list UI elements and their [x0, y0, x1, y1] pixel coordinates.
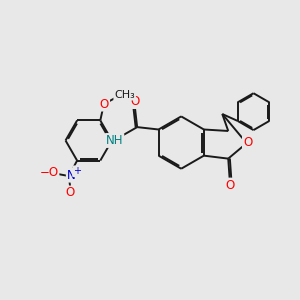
Text: O: O	[100, 98, 109, 111]
Text: N: N	[67, 169, 76, 182]
Text: −O: −O	[39, 166, 58, 179]
Text: O: O	[243, 136, 252, 149]
Text: O: O	[130, 95, 140, 108]
Text: O: O	[225, 178, 234, 192]
Text: CH₃: CH₃	[114, 90, 135, 100]
Text: O: O	[66, 187, 75, 200]
Text: +: +	[73, 166, 81, 176]
Text: NH: NH	[106, 134, 123, 147]
